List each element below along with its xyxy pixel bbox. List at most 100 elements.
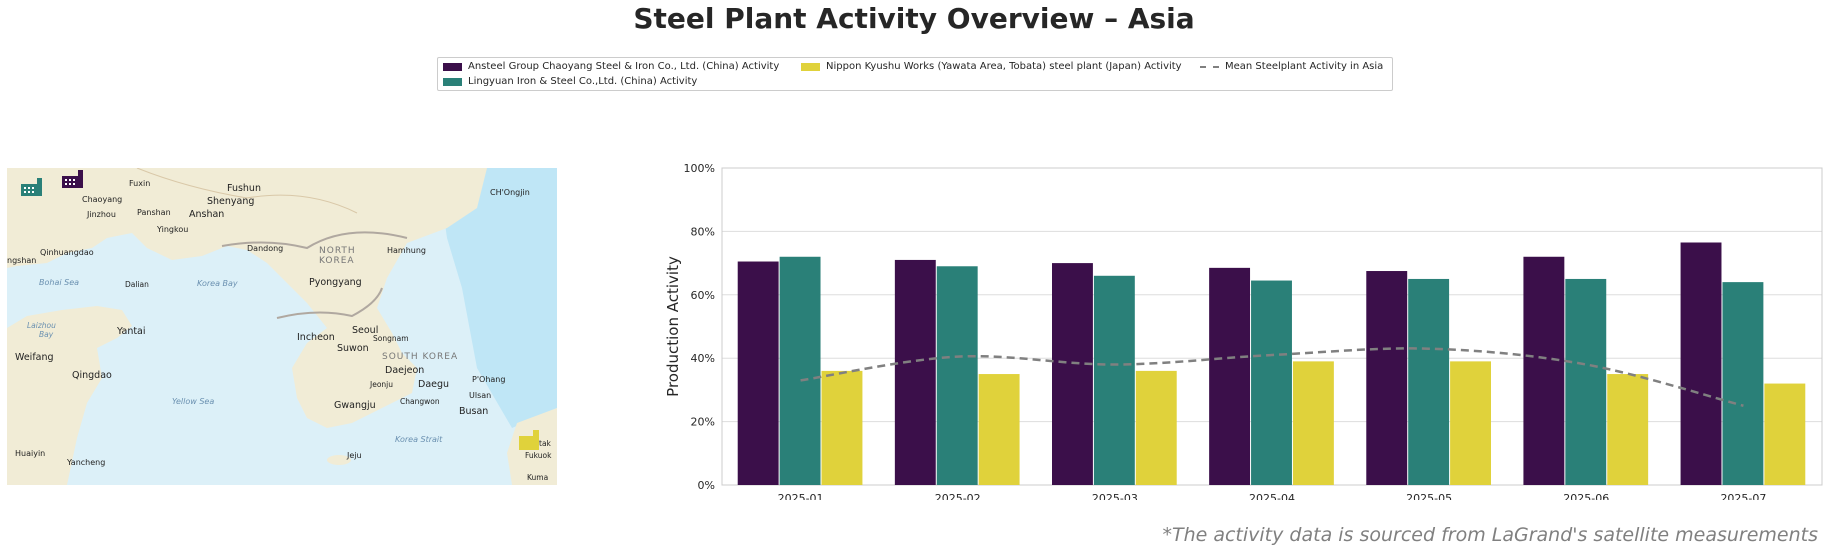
map-label: Fuxin bbox=[129, 179, 150, 188]
bar bbox=[1251, 280, 1292, 485]
bar bbox=[1366, 271, 1408, 485]
map-water-label: Yellow Sea bbox=[172, 397, 214, 406]
y-tick-label: 100% bbox=[684, 162, 715, 175]
bar bbox=[978, 374, 1020, 485]
bar bbox=[1135, 370, 1177, 485]
map-label: Jeju bbox=[346, 451, 362, 460]
map-label: Yantai bbox=[116, 326, 146, 337]
map-label: Gwangju bbox=[334, 400, 376, 411]
map-label: Dalian bbox=[125, 280, 149, 289]
y-tick-label: 60% bbox=[691, 289, 715, 302]
bar bbox=[1052, 263, 1093, 485]
bar bbox=[779, 256, 821, 485]
map-region: NORTH bbox=[319, 246, 356, 256]
bar bbox=[821, 370, 863, 485]
bar bbox=[1209, 267, 1251, 485]
bar bbox=[1607, 374, 1649, 485]
region-map: Fuxin Fushun Chaoyang Shenyang CH'Ongjin… bbox=[7, 168, 557, 485]
legend-swatch bbox=[443, 63, 462, 71]
map-label: Suwon bbox=[337, 343, 369, 354]
mean-activity-line bbox=[800, 347, 1744, 407]
map-land-jeju bbox=[327, 455, 351, 465]
bar bbox=[936, 266, 978, 485]
bar bbox=[894, 259, 936, 485]
map-label: Daejeon bbox=[385, 365, 424, 376]
x-tick-label: 2025-01 bbox=[778, 492, 824, 500]
bar bbox=[1408, 278, 1450, 485]
map-label: Daegu bbox=[418, 379, 449, 390]
y-tick-label: 80% bbox=[691, 225, 715, 238]
bar bbox=[1093, 275, 1135, 485]
map-water-label: Laizhou bbox=[27, 321, 56, 330]
bar bbox=[1764, 383, 1806, 485]
legend-label: Mean Steelplant Activity in Asia bbox=[1225, 61, 1384, 72]
x-tick-label: 2025-07 bbox=[1720, 492, 1766, 500]
bar bbox=[1292, 361, 1334, 485]
map-label: Incheon bbox=[297, 332, 335, 343]
bar bbox=[1680, 242, 1722, 485]
map-label: Hamhung bbox=[387, 246, 426, 255]
map-label: Yingkou bbox=[156, 225, 188, 234]
map-label: Kitak bbox=[532, 439, 552, 448]
map-canvas: Fuxin Fushun Chaoyang Shenyang CH'Ongjin… bbox=[7, 168, 557, 485]
legend-label: Ansteel Group Chaoyang Steel & Iron Co.,… bbox=[468, 61, 780, 72]
map-label: Fukuok bbox=[525, 451, 552, 460]
map-label: Jeonju bbox=[369, 380, 393, 389]
map-border bbox=[221, 231, 408, 250]
bar-chart: 0% 20% 40% 60% 80% 100% Production Activity 202… bbox=[664, 162, 1823, 500]
y-axis-label: Production Activity bbox=[664, 256, 682, 397]
source-note: *The activity data is sourced from LaGra… bbox=[1162, 524, 1818, 546]
map-label: Busan bbox=[459, 406, 488, 417]
bar bbox=[737, 261, 779, 485]
x-tick-label: 2025-05 bbox=[1406, 492, 1452, 500]
map-label: Chaoyang bbox=[82, 195, 122, 204]
map-region: SOUTH KOREA bbox=[382, 352, 458, 362]
y-tick-label: 40% bbox=[691, 352, 715, 365]
legend-swatch bbox=[801, 63, 820, 71]
x-tick-label: 2025-04 bbox=[1249, 492, 1295, 500]
bar bbox=[1722, 282, 1764, 485]
map-label: Weifang bbox=[15, 352, 54, 363]
map-water-label: Bohai Sea bbox=[39, 278, 79, 287]
map-label: ngshan bbox=[7, 256, 36, 265]
map-label: Shenyang bbox=[207, 196, 254, 207]
legend-dashed-line bbox=[1200, 66, 1219, 68]
map-label: Changwon bbox=[400, 397, 440, 406]
map-label: Kuma bbox=[527, 473, 548, 482]
map-label: Yancheng bbox=[66, 458, 105, 467]
factory-icon[interactable] bbox=[21, 178, 42, 196]
map-label: Jinzhou bbox=[86, 210, 116, 219]
map-label: Ulsan bbox=[469, 391, 491, 400]
map-label: Fushun bbox=[227, 183, 261, 194]
page-title: Steel Plant Activity Overview – Asia bbox=[633, 2, 1195, 35]
x-tick-label: 2025-03 bbox=[1092, 492, 1138, 500]
map-label: Huaiyin bbox=[15, 449, 45, 458]
map-label: Qinhuangdao bbox=[40, 248, 94, 257]
bar bbox=[1523, 256, 1565, 485]
map-land-shandong bbox=[7, 306, 132, 485]
legend-label: Nippon Kyushu Works (Yawata Area, Tobata… bbox=[826, 61, 1182, 72]
factory-icon[interactable] bbox=[519, 430, 539, 450]
map-label: Panshan bbox=[137, 208, 171, 217]
x-tick-label: 2025-02 bbox=[935, 492, 981, 500]
map-water-label: Bay bbox=[39, 330, 54, 339]
map-deep-sea bbox=[437, 168, 557, 428]
map-water-label: Korea Bay bbox=[197, 279, 238, 288]
bar bbox=[1565, 278, 1607, 485]
map-road bbox=[136, 168, 358, 214]
map-label: CH'Ongjin bbox=[490, 188, 530, 197]
legend-label: Lingyuan Iron & Steel Co.,Ltd. (China) A… bbox=[468, 76, 698, 87]
chart-legend: Ansteel Group Chaoyang Steel & Iron Co.,… bbox=[437, 57, 1393, 91]
y-tick-label: 0% bbox=[698, 479, 715, 492]
map-label: Songnam bbox=[373, 334, 409, 343]
map-label: Qingdao bbox=[72, 370, 112, 381]
map-label: P'Ohang bbox=[472, 375, 505, 384]
factory-icon[interactable] bbox=[62, 170, 83, 188]
map-label: Pyongyang bbox=[309, 277, 362, 288]
map-label: Anshan bbox=[189, 209, 224, 220]
map-water-label: Korea Strait bbox=[395, 435, 443, 444]
legend-swatch bbox=[443, 78, 462, 86]
map-label: Dandong bbox=[247, 244, 283, 253]
bar bbox=[1450, 361, 1491, 485]
map-region: KOREA bbox=[319, 256, 355, 266]
